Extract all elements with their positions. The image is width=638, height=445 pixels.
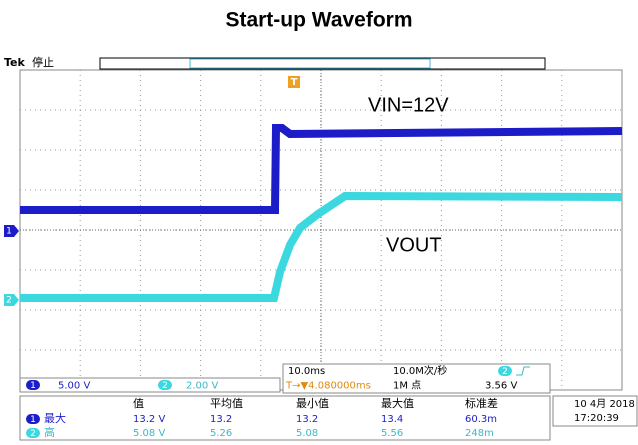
measurement-value: 60.3m xyxy=(465,414,497,425)
measurement-value: 13.2 xyxy=(296,414,318,425)
date: 10 4月 2018 xyxy=(574,398,635,410)
measurement-value: 13.2 V xyxy=(133,414,165,425)
ch2-scale: 2.00 V xyxy=(186,381,218,392)
measurement-value: 5.08 V xyxy=(133,428,165,439)
status: 停止 xyxy=(32,55,54,69)
annotation: VIN=12V xyxy=(368,94,449,116)
measurement-value: 5.56 xyxy=(381,428,403,439)
channel-badge-label: 1 xyxy=(30,415,36,425)
measurement-value: 5.08 xyxy=(296,428,318,439)
record-length: 1M 点 xyxy=(393,380,421,392)
ch2-badge-label: 2 xyxy=(162,381,168,391)
measurement-value: 248m xyxy=(465,428,494,439)
sample-rate: 10.0M次/秒 xyxy=(393,364,447,377)
record-view xyxy=(190,59,430,68)
measurement-value: 13.2 xyxy=(210,414,232,425)
trigger-channel: 2 xyxy=(502,367,508,377)
measurement-name: 最大 xyxy=(44,411,66,425)
ch1-badge-label: 1 xyxy=(30,381,36,391)
measurement-header: 值 xyxy=(133,397,144,410)
channel-badge-label: 2 xyxy=(30,429,36,439)
measurement-header: 最小值 xyxy=(296,397,329,410)
measurement-header: 标准差 xyxy=(465,396,498,410)
time: 17:20:39 xyxy=(574,413,619,424)
timebase-scale: 10.0ms xyxy=(288,366,325,377)
title: Start-up Waveform xyxy=(225,9,412,32)
annotation: VOUT xyxy=(386,234,442,256)
brand: Tek xyxy=(4,56,26,69)
measurement-header: 平均值 xyxy=(210,397,243,410)
ch1-marker-label: 1 xyxy=(6,227,12,237)
measurement-value: 5.26 xyxy=(210,428,232,439)
measurement-header: 最大值 xyxy=(381,396,414,410)
scope-screenshot: Start-up Waveform Tek 停止 T 1 2 VIN=12V V… xyxy=(0,0,638,441)
trigger-marker-label: T xyxy=(291,77,298,88)
measurement-name: 高 xyxy=(44,425,55,439)
measurement-value: 13.4 xyxy=(381,414,403,425)
trigger-level: 3.56 V xyxy=(485,381,517,392)
ch2-marker-label: 2 xyxy=(6,296,12,306)
ch1-scale: 5.00 V xyxy=(58,381,90,392)
trigger-position: T→▼4.080000ms xyxy=(285,381,371,392)
